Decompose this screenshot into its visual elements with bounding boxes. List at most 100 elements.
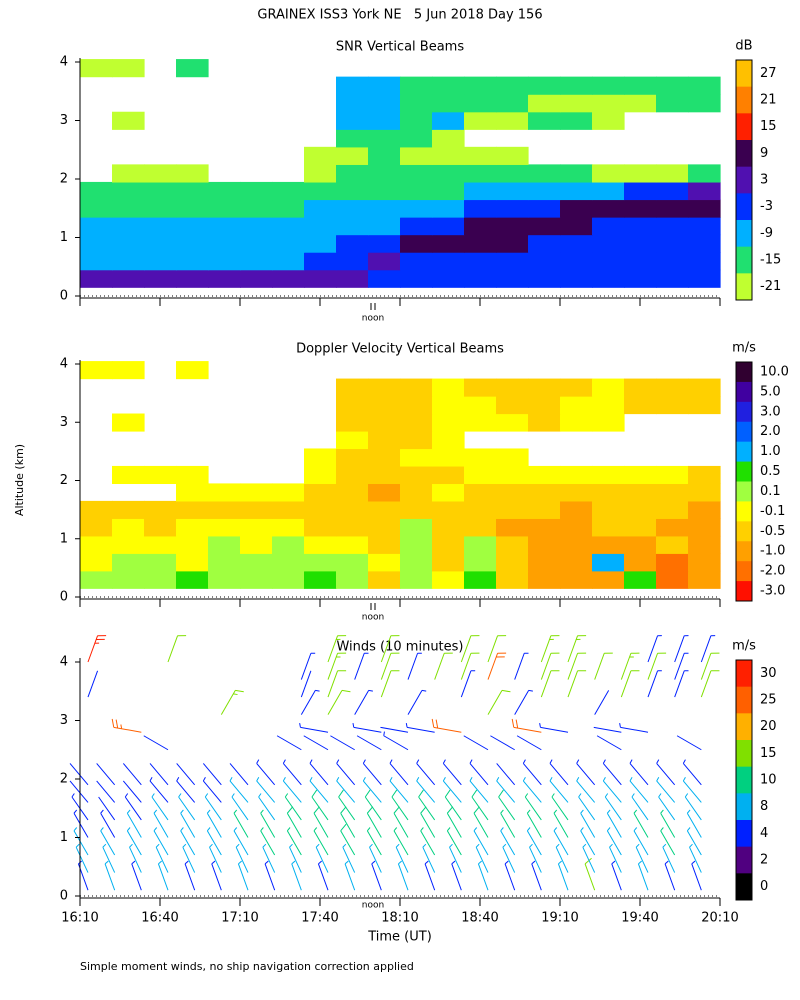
panel: Doppler Velocity Vertical Beams 0 1 2 3 4 m/s 1… (60, 341, 789, 607)
heatmap-cell (368, 483, 401, 502)
heatmap-cell (528, 252, 561, 271)
wind-barb (434, 652, 453, 680)
heatmap-cell (176, 361, 209, 380)
heatmap-cell (400, 164, 433, 183)
wind-barb (340, 823, 356, 856)
heatmap-cell (432, 430, 465, 450)
heatmap-cell (80, 570, 113, 589)
heatmap-cell (592, 500, 625, 519)
heatmap-cell (208, 535, 241, 554)
heatmap-cell (400, 217, 433, 236)
heatmap-cell (496, 465, 529, 485)
heatmap-cell (496, 518, 529, 537)
colorbar-tick-label: 30 (760, 666, 777, 681)
panel-title: SNR Vertical Beams (336, 40, 464, 55)
wind-barb (149, 763, 169, 786)
heatmap-cell (80, 234, 113, 253)
heatmap-cell (464, 500, 497, 519)
heatmap-cell (592, 396, 625, 415)
heatmap-cell (592, 234, 625, 253)
heatmap-cell (656, 181, 689, 201)
heatmap-cell (464, 111, 497, 130)
heatmap-cell (336, 518, 369, 537)
heatmap-cell (336, 269, 369, 288)
colorbar-swatch (736, 421, 752, 443)
wind-barb (126, 809, 142, 838)
heatmap-cell (464, 465, 497, 485)
colorbar-tick-label: -2.0 (760, 564, 785, 579)
heatmap-cell (464, 483, 497, 502)
wind-barb (342, 843, 356, 873)
heatmap-cell (592, 164, 625, 183)
heatmap-cell (400, 378, 433, 397)
heatmap-cell (80, 217, 113, 236)
wind-barb (487, 689, 511, 715)
colorbar-swatch (736, 140, 752, 168)
colorbar-frame (735, 59, 753, 301)
heatmap-cell (496, 234, 529, 253)
heatmap-cell (368, 199, 401, 218)
wind-barb (206, 827, 222, 856)
heatmap-cell (464, 199, 497, 218)
heatmap-cell (592, 181, 625, 201)
heatmap-cell (432, 465, 465, 485)
heatmap-cell (368, 500, 401, 519)
wind-barb (602, 776, 622, 803)
heatmap-cell (528, 553, 561, 572)
heatmap-cell (656, 396, 689, 415)
colorbar-swatch (736, 793, 752, 821)
wind-barb (660, 809, 676, 838)
heatmap-cell (176, 465, 209, 485)
heatmap-cell (112, 518, 145, 537)
heatmap-cell (592, 465, 625, 485)
heatmap-cell (624, 76, 657, 95)
colorbar-tick-label: 21 (760, 93, 777, 108)
heatmap-cell (368, 181, 401, 201)
wind-barb (286, 827, 302, 856)
wind-barb (327, 652, 347, 680)
heatmap-cell (208, 269, 241, 288)
heatmap-cell (400, 76, 433, 95)
wind-barb (551, 793, 569, 821)
heatmap-cell (528, 500, 561, 519)
colorbar-tick-label: 0 (760, 879, 768, 894)
heatmap-cell (336, 500, 369, 519)
colorbar-tick-label: -15 (760, 253, 781, 268)
heatmap-cell (176, 269, 209, 288)
wind-barb (463, 735, 489, 751)
wind-barb (397, 860, 409, 891)
wind-barb (553, 809, 569, 838)
heatmap-cell (624, 199, 657, 218)
heatmap-cell (560, 413, 593, 432)
heatmap-cell (336, 430, 369, 450)
heatmap-cell (400, 94, 433, 113)
wind-barb (460, 670, 476, 698)
colorbar-unit: dB (735, 39, 752, 54)
heatmap-cell (656, 164, 689, 183)
wind-barb (143, 735, 169, 751)
y-tick-label: 0 (60, 889, 68, 904)
colorbar-swatch (736, 740, 752, 768)
heatmap-cell (368, 217, 401, 236)
heatmap-cell (144, 199, 177, 218)
heatmap-cell (336, 378, 369, 397)
heatmap-cell (208, 199, 241, 218)
wind-barb (420, 827, 436, 856)
heatmap-cell (80, 199, 113, 218)
heatmap-cell (560, 518, 593, 537)
wind-barb (356, 735, 382, 751)
wind-barb (204, 793, 222, 821)
colorbar-swatch (736, 441, 752, 463)
wind-barb (487, 652, 507, 680)
figure-title: GRAINEX ISS3 York NE 5 Jun 2018 Day 156 (257, 8, 542, 23)
wind-barb (264, 860, 276, 891)
heatmap-cell (496, 500, 529, 519)
wind-barb (303, 735, 329, 751)
heatmap-cell (464, 570, 497, 589)
colorbar-swatch (736, 166, 752, 194)
wind-barb (256, 776, 276, 803)
heatmap-cell (144, 164, 177, 183)
heatmap-cell (176, 518, 209, 537)
heatmap-cell (336, 570, 369, 589)
wind-barb (291, 860, 302, 891)
